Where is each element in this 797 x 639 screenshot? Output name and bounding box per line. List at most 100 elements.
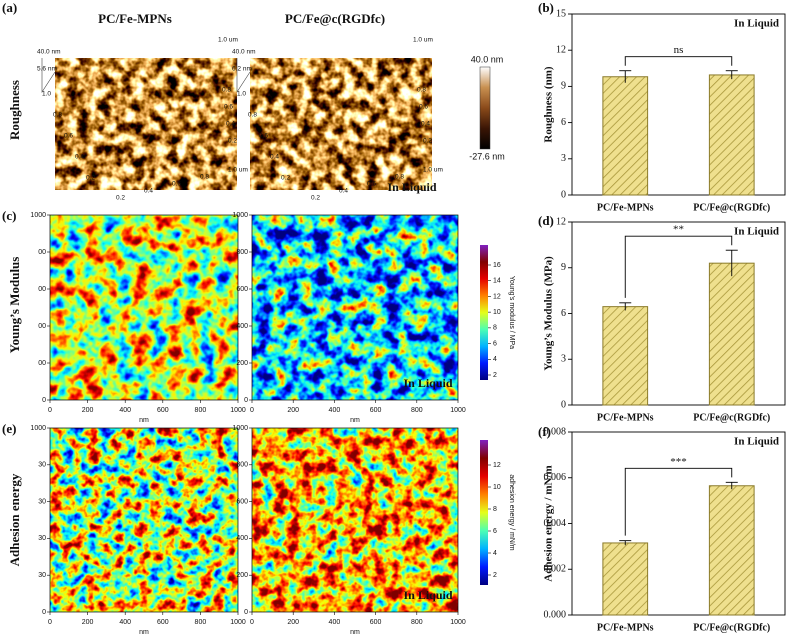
map-x-tick-label: 0 (48, 407, 52, 414)
y-tick-label: 0.004 (544, 518, 567, 529)
map-y-tick-label: 1000 (30, 212, 46, 219)
map-x-tick-label: 1000 (230, 407, 246, 414)
condition-label: In Liquid (403, 588, 452, 602)
colorbar-tick-label: 4 (493, 550, 497, 557)
map-x-tick-label: 400 (329, 619, 341, 626)
map-x-tick-label: 200 (82, 407, 94, 414)
colorbar-tick-label: 4 (493, 356, 497, 363)
colorbar-tick-label: 10 (493, 484, 501, 491)
y-tick-label: 0.008 (544, 426, 567, 437)
map-y-tick-label: 1000 (30, 425, 46, 432)
map-x-tick-label: 0 (48, 619, 52, 626)
annotation: In Liquid (734, 18, 779, 30)
afm-depth-tick: 0.6 (259, 133, 268, 140)
column-title: PC/Fe-MPNs (98, 11, 172, 26)
afm-3d-frame (236, 58, 251, 94)
afm-side-tick: 0.8 (222, 87, 231, 94)
afm-depth-tick: 1.0 (42, 91, 51, 98)
afm-z-label: 6.2 nm (232, 66, 252, 73)
map-y-tick-label: 30 (38, 572, 46, 579)
map-y-tick-label: 0 (244, 609, 248, 616)
map-x-tick-label: 800 (411, 407, 423, 414)
panel-label: (a) (2, 0, 17, 15)
x-tick-label: PC/Fe-MPNs (597, 412, 654, 423)
colorbar-min-label: -27.6 nm (469, 151, 505, 161)
afm-top-label: 1.0 um (413, 37, 433, 44)
colorbar-tick-label: 8 (493, 325, 497, 332)
property-map (50, 428, 238, 612)
y-tick-label: 0.000 (544, 609, 567, 620)
y-tick-label: 0.002 (544, 564, 567, 575)
panel-label: (b) (538, 0, 554, 15)
y-tick-label: 6 (561, 308, 566, 319)
colorbar (480, 440, 488, 585)
plot-frame (571, 13, 786, 196)
map-y-tick-label: 30 (38, 535, 46, 542)
map-y-tick-label: 200 (236, 360, 248, 367)
map-x-tick-label: 1000 (450, 407, 466, 414)
map-y-tick-label: 600 (236, 498, 248, 505)
colorbar-label: adhesion energy / mN/m (508, 474, 515, 550)
significance-bracket (624, 467, 733, 536)
afm-width-tick: 0.2 (116, 195, 125, 202)
annotation: In Liquid (734, 226, 779, 238)
colorbar-tick-label: 16 (493, 262, 501, 269)
row-label: Adhesion energy (7, 473, 22, 566)
colorbar-tick-label: 2 (493, 372, 497, 379)
panel-label: (c) (2, 208, 16, 223)
afm-depth-tick: 0.8 (53, 112, 62, 119)
colorbar-tick-label: 8 (493, 506, 497, 513)
map-x-label: nm (350, 629, 360, 636)
significance-bracket (624, 235, 733, 298)
map-x-tick-label: 600 (370, 619, 382, 626)
colorbar-tick-label: 2 (493, 572, 497, 579)
map-y-tick-label: 00 (38, 360, 46, 367)
colorbar-tick-label: 10 (493, 309, 501, 316)
x-tick-label: PC/Fe@c(RGDfc) (693, 622, 770, 633)
map-y-tick-label: 30 (38, 498, 46, 505)
afm-depth-tick: 0.2 (281, 175, 290, 182)
y-tick-label: 15 (556, 8, 566, 19)
map-x-tick-label: 600 (370, 407, 382, 414)
y-tick-label: 0 (561, 399, 566, 410)
colorbar (480, 245, 488, 380)
afm-side-tick: 0.4 (226, 121, 235, 128)
x-tick-label: PC/Fe@c(RGDfc) (693, 202, 770, 213)
map-y-tick-label: 800 (236, 462, 248, 469)
afm-width-tick: 0.4 (339, 188, 348, 195)
map-x-tick-label: 0 (250, 619, 254, 626)
annotation: In Liquid (734, 436, 779, 448)
y-axis-label: Young’s Modulus (MPa) (543, 256, 555, 371)
map-x-tick-label: 1000 (230, 619, 246, 626)
map-x-tick-label: 600 (157, 619, 169, 626)
y-tick-label: 3 (561, 354, 566, 365)
afm-side-tick: 0.4 (421, 121, 430, 128)
afm-width-tick: 0.4 (144, 188, 153, 195)
map-y-tick-label: 600 (236, 286, 248, 293)
property-map (50, 215, 238, 400)
afm-width-tick: 0.2 (311, 195, 320, 202)
map-frame (49, 427, 239, 613)
afm-width-tick: 1.0 um (228, 167, 248, 174)
afm-depth-tick: 0.2 (86, 175, 95, 182)
afm-width-tick: 0.6 (172, 181, 181, 188)
map-frame (251, 214, 459, 401)
map-y-tick-label: 0 (244, 397, 248, 404)
map-y-tick-label: 1000 (232, 212, 248, 219)
afm-depth-tick: 1.0 (237, 91, 246, 98)
y-tick-label: 3 (561, 153, 566, 164)
afm-width-tick: 1.0 um (423, 167, 443, 174)
map-x-tick-label: 200 (287, 407, 299, 414)
y-axis-label: Adhesion energy / mN/m (543, 465, 555, 581)
afm-3d-surface (54, 57, 238, 191)
map-y-tick-label: 800 (236, 249, 248, 256)
bar (708, 485, 755, 616)
afm-z-label: 5.6 nm (37, 66, 57, 73)
afm-z-label: 40.0 nm (37, 49, 61, 56)
map-y-tick-label: 1000 (232, 425, 248, 432)
panel-label: (e) (2, 421, 16, 436)
y-axis-label: Roughness (nm) (543, 66, 555, 142)
map-x-tick-label: 200 (287, 619, 299, 626)
map-x-tick-label: 1000 (450, 619, 466, 626)
